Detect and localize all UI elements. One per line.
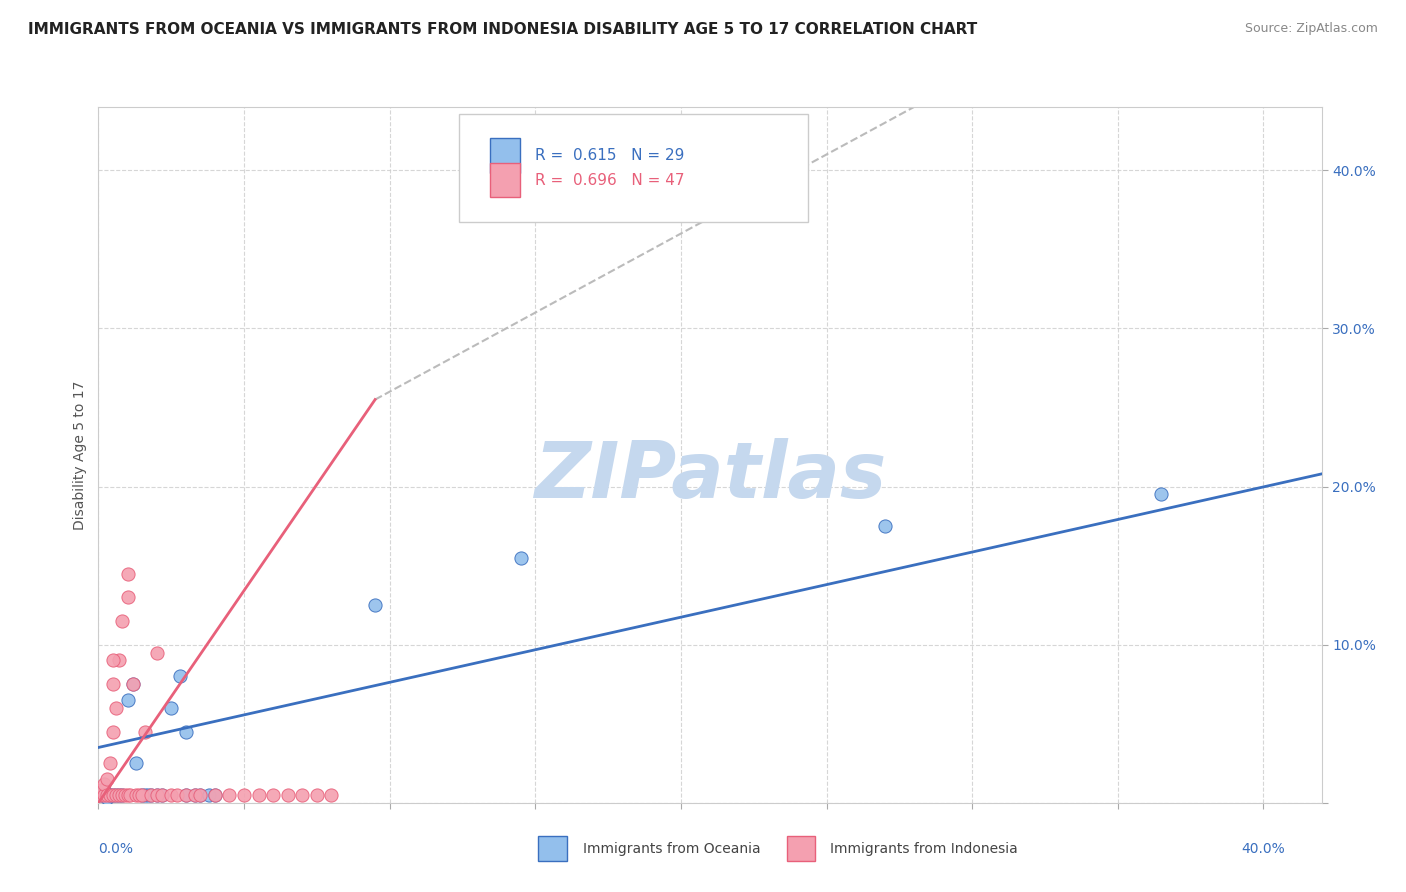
- Point: [108, 653, 131, 667]
- Point: [111, 614, 134, 628]
- Point: [145, 646, 167, 660]
- Text: IMMIGRANTS FROM OCEANIA VS IMMIGRANTS FROM INDONESIA DISABILITY AGE 5 TO 17 CORR: IMMIGRANTS FROM OCEANIA VS IMMIGRANTS FR…: [28, 22, 977, 37]
- Point: [104, 788, 127, 802]
- Point: [291, 788, 314, 802]
- Point: [117, 788, 139, 802]
- Point: [174, 724, 197, 739]
- Point: [101, 724, 124, 739]
- FancyBboxPatch shape: [489, 138, 520, 173]
- Point: [321, 788, 343, 802]
- Point: [152, 788, 174, 802]
- Point: [122, 677, 145, 691]
- Point: [131, 788, 153, 802]
- Point: [101, 653, 124, 667]
- Point: [509, 550, 531, 565]
- Point: [169, 669, 191, 683]
- Point: [96, 788, 118, 802]
- Point: [198, 788, 221, 802]
- Text: Source: ZipAtlas.com: Source: ZipAtlas.com: [1244, 22, 1378, 36]
- Point: [183, 788, 205, 802]
- Y-axis label: Disability Age 5 to 17: Disability Age 5 to 17: [73, 380, 87, 530]
- Text: 0.0%: 0.0%: [98, 842, 134, 856]
- Point: [131, 788, 153, 802]
- Point: [104, 701, 127, 715]
- Point: [90, 788, 112, 802]
- Point: [122, 677, 145, 691]
- Point: [152, 788, 174, 802]
- Point: [93, 777, 115, 791]
- Point: [98, 788, 121, 802]
- Point: [120, 788, 142, 802]
- Point: [111, 788, 134, 802]
- Point: [160, 788, 183, 802]
- Point: [160, 701, 183, 715]
- Point: [174, 788, 197, 802]
- Point: [262, 788, 284, 802]
- Point: [101, 788, 124, 802]
- Point: [93, 783, 115, 797]
- Point: [145, 788, 167, 802]
- Point: [117, 693, 139, 707]
- Point: [305, 788, 328, 802]
- Point: [174, 788, 197, 802]
- Point: [218, 788, 240, 802]
- Point: [277, 788, 299, 802]
- Point: [101, 677, 124, 691]
- Point: [183, 788, 205, 802]
- Point: [233, 788, 256, 802]
- Point: [96, 772, 118, 786]
- Text: R =  0.696   N = 47: R = 0.696 N = 47: [536, 172, 685, 187]
- Point: [139, 788, 162, 802]
- Point: [134, 788, 156, 802]
- Point: [114, 788, 136, 802]
- Point: [108, 788, 131, 802]
- Point: [188, 788, 212, 802]
- Point: [108, 788, 131, 802]
- Point: [188, 788, 212, 802]
- Point: [111, 788, 134, 802]
- Text: 40.0%: 40.0%: [1241, 842, 1285, 856]
- Point: [247, 788, 270, 802]
- Point: [873, 519, 896, 533]
- Text: R =  0.615   N = 29: R = 0.615 N = 29: [536, 148, 685, 163]
- Point: [128, 788, 150, 802]
- Text: ZIPatlas: ZIPatlas: [534, 438, 886, 514]
- Text: Immigrants from Indonesia: Immigrants from Indonesia: [830, 842, 1018, 856]
- Point: [90, 783, 112, 797]
- Point: [93, 788, 115, 802]
- Point: [136, 788, 159, 802]
- Point: [104, 788, 127, 802]
- Point: [145, 788, 167, 802]
- Text: Immigrants from Oceania: Immigrants from Oceania: [583, 842, 761, 856]
- Point: [1150, 487, 1173, 501]
- Point: [134, 724, 156, 739]
- Point: [204, 788, 226, 802]
- Point: [90, 788, 112, 802]
- Point: [98, 788, 121, 802]
- Point: [139, 788, 162, 802]
- Point: [117, 591, 139, 605]
- Point: [166, 788, 188, 802]
- Point: [117, 566, 139, 581]
- Point: [204, 788, 226, 802]
- Point: [98, 756, 121, 771]
- Point: [125, 756, 148, 771]
- Point: [596, 202, 619, 217]
- Point: [101, 788, 124, 802]
- FancyBboxPatch shape: [460, 114, 808, 222]
- FancyBboxPatch shape: [489, 162, 520, 197]
- Point: [96, 791, 118, 805]
- Point: [125, 788, 148, 802]
- Point: [364, 598, 387, 612]
